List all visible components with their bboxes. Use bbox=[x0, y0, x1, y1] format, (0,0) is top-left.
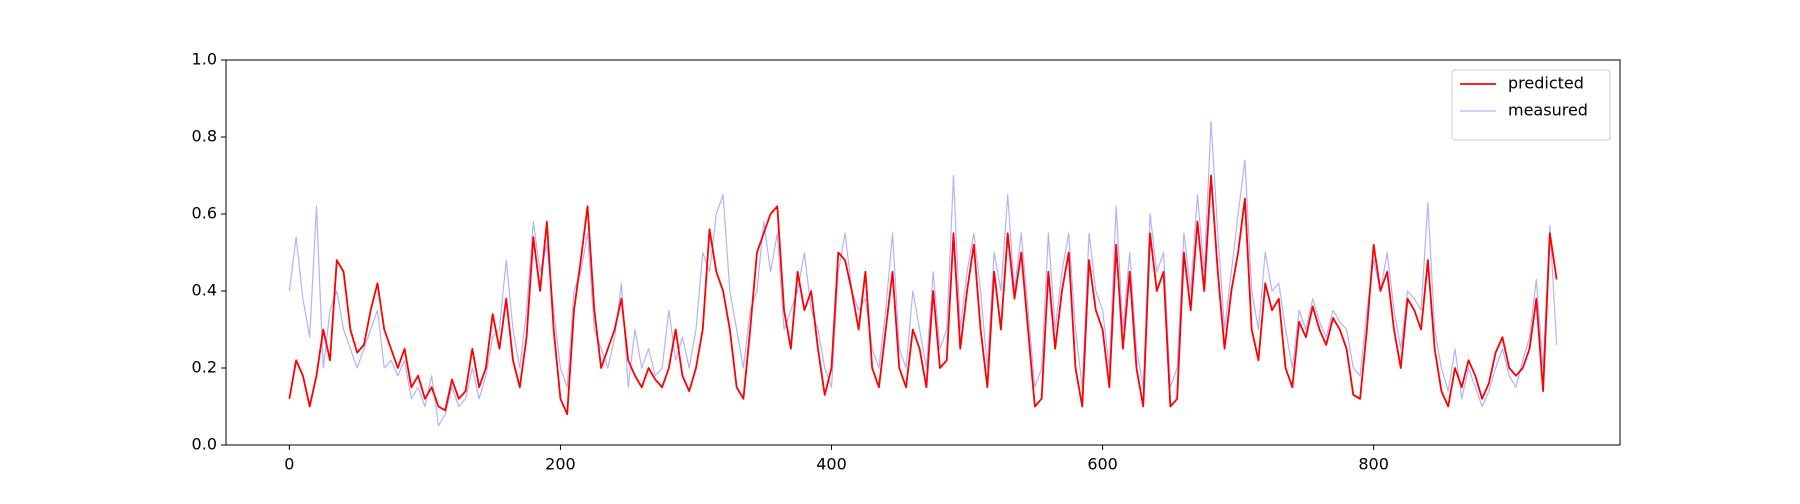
x-tick-label: 200 bbox=[545, 455, 576, 474]
x-tick-label: 0 bbox=[284, 455, 294, 474]
legend-label: measured bbox=[1508, 101, 1588, 120]
x-tick-label: 600 bbox=[1087, 455, 1118, 474]
y-tick-label: 0.2 bbox=[192, 358, 217, 377]
y-tick-label: 1.0 bbox=[192, 50, 217, 69]
y-tick-label: 0.4 bbox=[192, 281, 217, 300]
y-tick-label: 0.8 bbox=[192, 127, 217, 146]
y-tick-label: 0.0 bbox=[192, 435, 217, 454]
legend-label: predicted bbox=[1508, 74, 1584, 93]
axes-frame bbox=[225, 59, 1621, 446]
data-line bbox=[288, 174, 1558, 416]
data-line bbox=[288, 121, 1558, 427]
legend-box bbox=[1451, 69, 1611, 141]
x-tick-label: 800 bbox=[1358, 455, 1389, 474]
x-tick-label: 400 bbox=[816, 455, 847, 474]
y-tick-label: 0.6 bbox=[192, 204, 217, 223]
